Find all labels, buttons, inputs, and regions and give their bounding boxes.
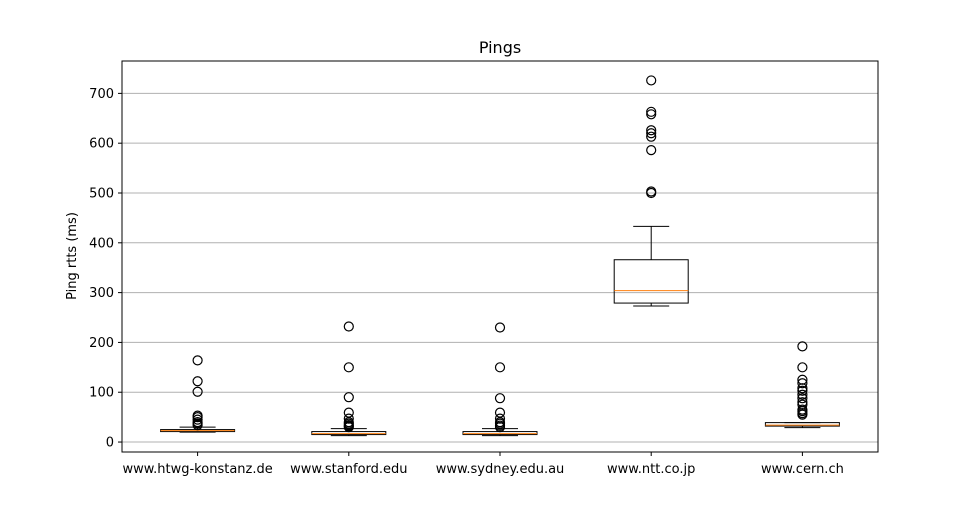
outlier-point [494,362,506,373]
x-tick-label: www.stanford.edu [290,462,407,477]
outlier-point [646,125,657,136]
outlier-point [797,374,808,385]
x-ticks: www.htwg-konstanz.de www.stanford.edu www.… [122,452,844,477]
box-group [311,321,387,437]
outlier-point [797,385,808,396]
y-axis-label: Ping rtts (ms) [65,212,80,300]
outlier-point [797,404,808,415]
outlier-point [797,399,808,410]
outlier-point [192,386,203,397]
y-tick-label: 600 [89,137,114,152]
outlier-point [192,417,203,428]
outlier-point [343,321,354,332]
box [613,259,689,304]
outlier-point [192,376,203,387]
box-group [462,322,538,437]
chart-title: Pings [479,38,521,57]
outlier-point [343,392,354,403]
outlier-point [797,389,808,400]
outlier-point [192,355,203,366]
x-tick-label: www.htwg-konstanz.de [122,462,272,477]
outlier-point [494,322,506,333]
outlier-point [646,131,657,142]
outlier-point [797,341,808,352]
y-tick-label: 400 [89,236,114,251]
y-tick-label: 100 [89,386,114,401]
x-tick-label: www.sydney.edu.au [436,462,565,477]
outlier-point [646,106,657,117]
x-tick-label: www.cern.ch [761,462,844,477]
outlier-point [343,413,354,424]
outlier-point [646,186,657,197]
outlier-point [343,362,354,373]
y-tick-label: 500 [89,186,114,201]
outlier-point [192,410,203,421]
box [764,422,840,427]
outlier-point [797,378,808,389]
outlier-point [192,414,203,425]
box-group [613,75,689,307]
outlier-point [646,145,657,156]
y-tick-label: 200 [89,336,114,351]
outlier-point [797,393,808,404]
box-group [160,355,236,433]
grid-layer [122,92,878,443]
outlier-point [494,413,506,424]
outlier-point [494,393,506,404]
box-group [764,341,840,429]
x-tick-label: www.ntt.co.jp [607,462,695,477]
outlier-point [646,109,657,120]
y-tick-label: 700 [89,87,114,102]
y-ticks: 0 100 200 300 400 500 600 700 [89,87,122,451]
outlier-point [494,407,506,418]
box-layer [160,75,840,437]
y-tick-label: 0 [106,436,114,451]
outlier-point [797,397,808,408]
outlier-point [797,362,808,373]
y-tick-label: 300 [89,286,114,301]
outlier-point [343,407,354,418]
outlier-point [646,128,657,139]
outlier-point [646,75,657,86]
